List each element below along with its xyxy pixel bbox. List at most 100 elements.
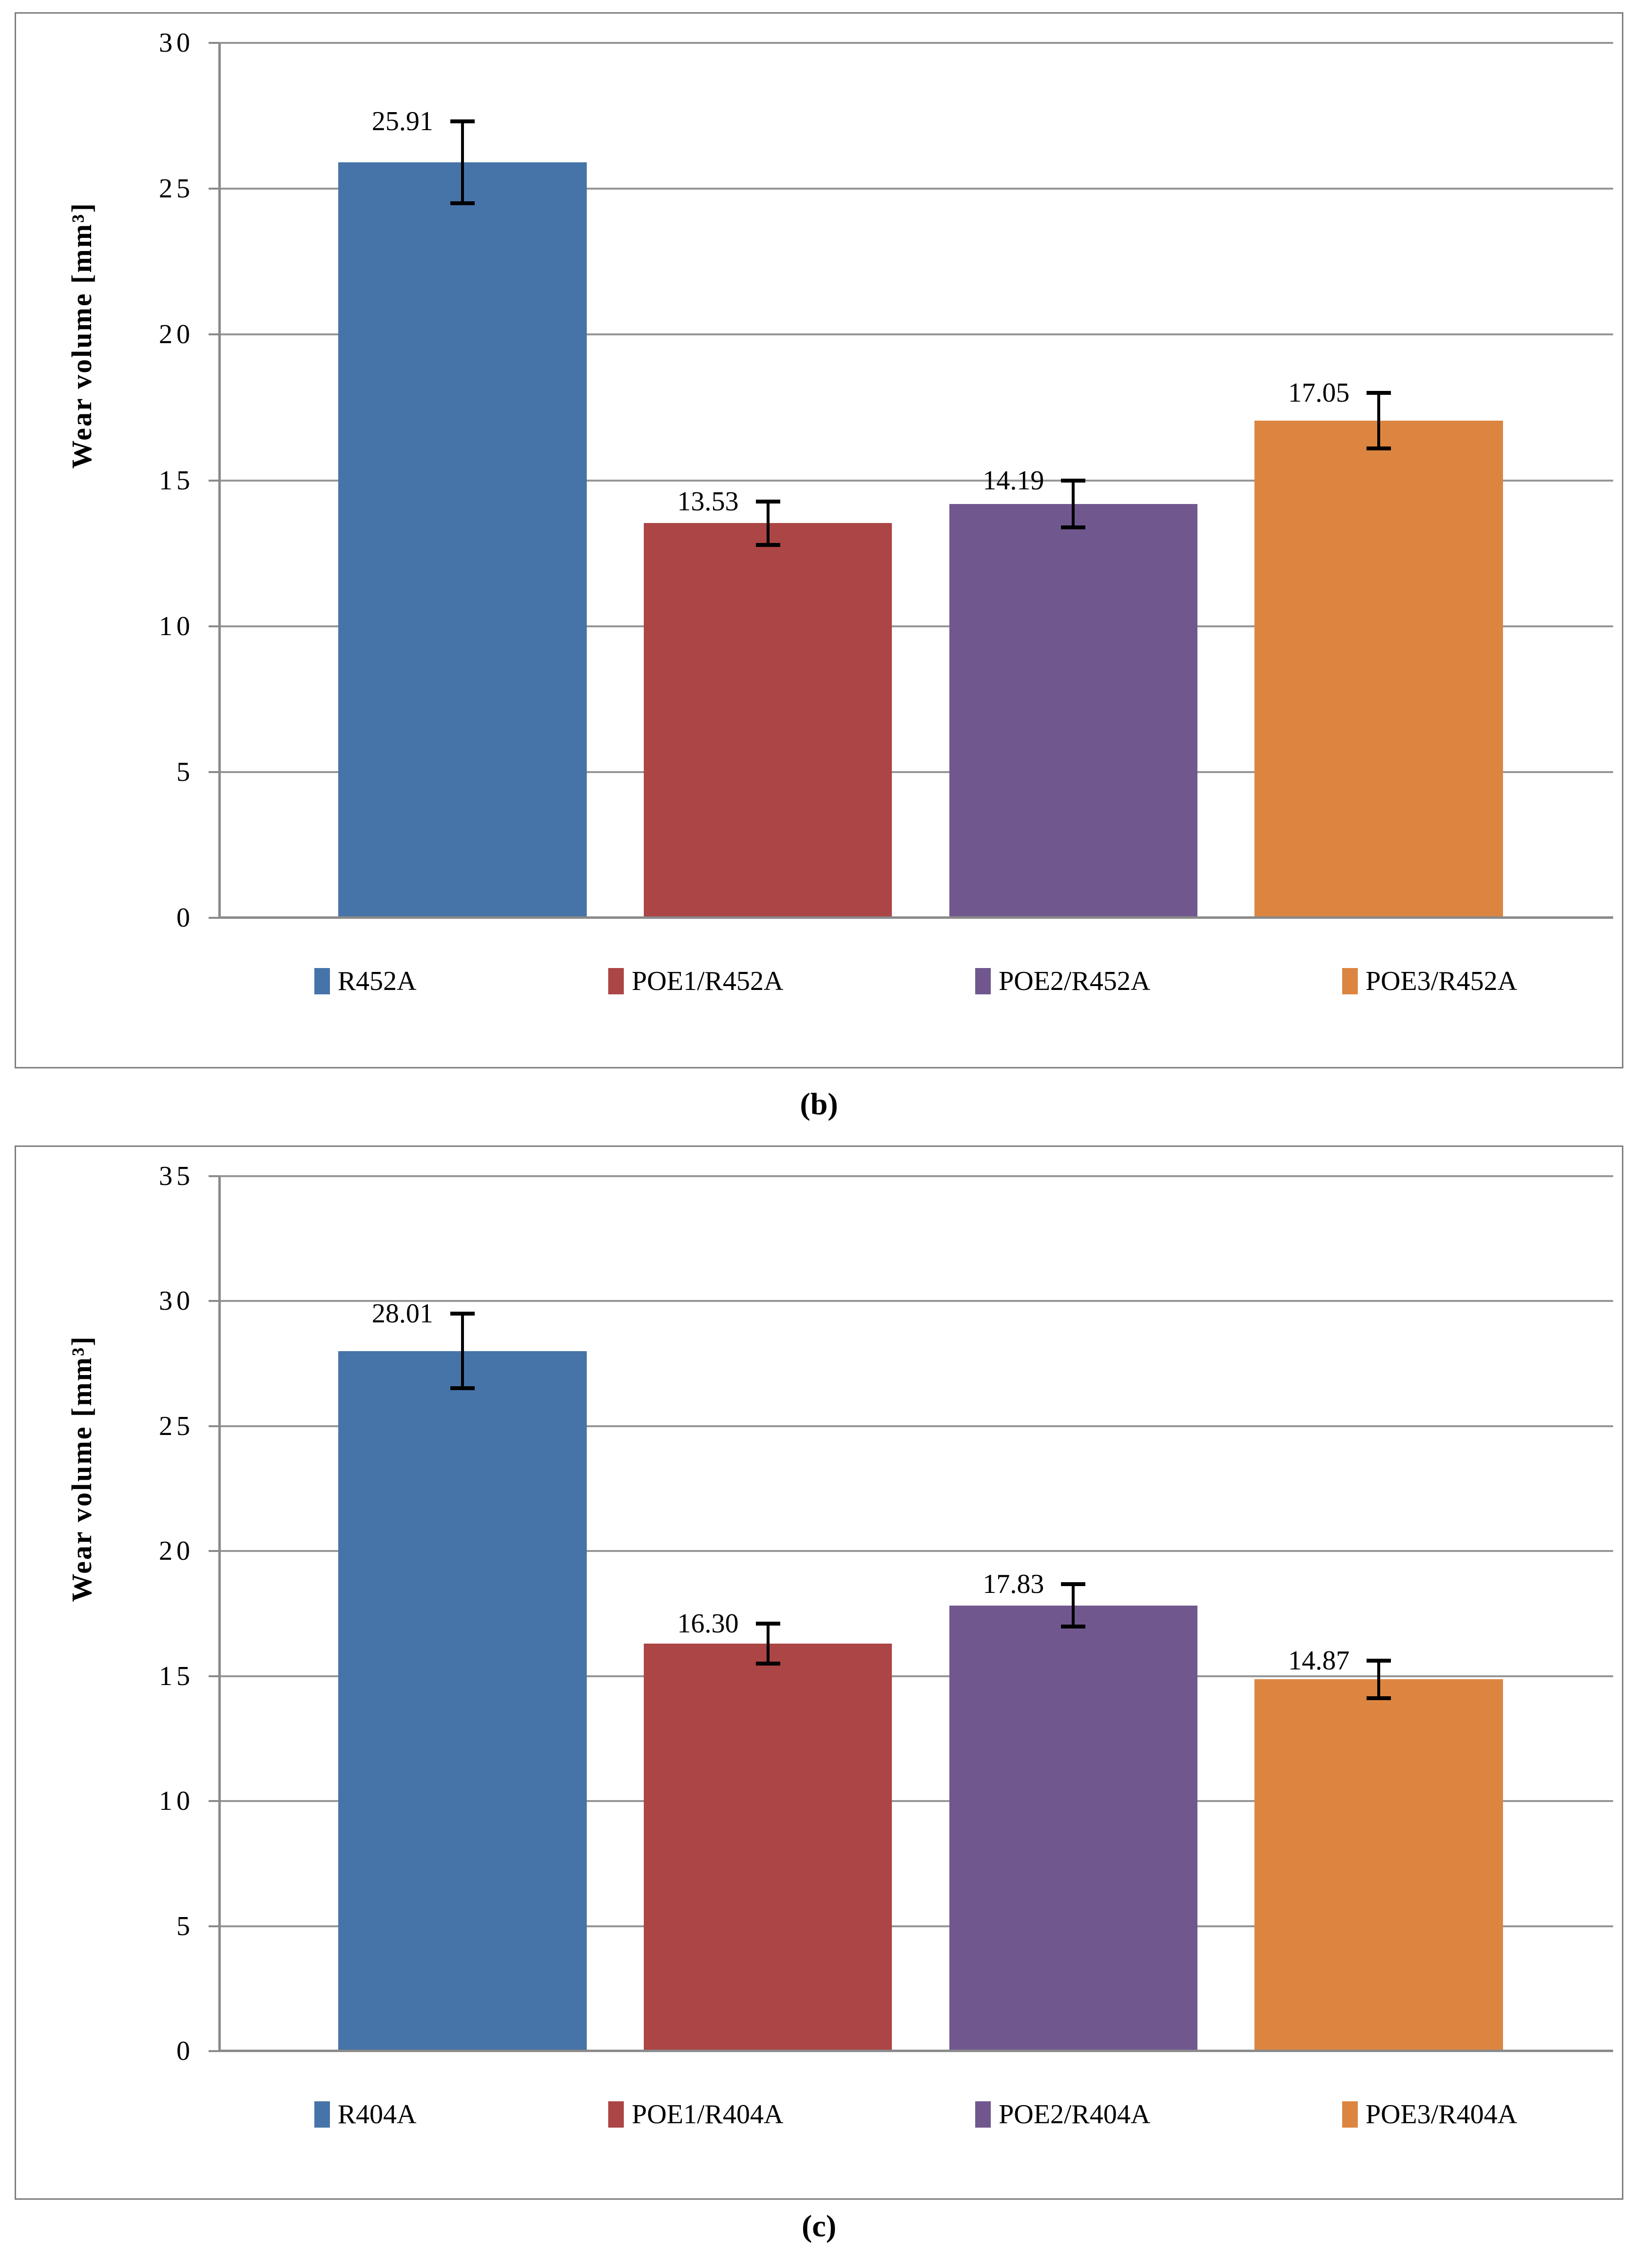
y-tick-label: 5 (176, 756, 194, 787)
y-tick-label: 25 (159, 1411, 194, 1441)
value-label: 14.87 (1288, 1645, 1350, 1676)
y-tick-mark (209, 42, 218, 44)
legend-swatch (608, 2101, 624, 2128)
error-bar-poe3-r404a (1377, 1660, 1381, 1698)
legend-label: POE1/R452A (632, 966, 784, 996)
legend-item-r452a: R452A (314, 968, 417, 995)
y-tick-label: 0 (176, 2036, 194, 2066)
legend-swatch (608, 968, 624, 994)
gridline (218, 1925, 1613, 1927)
legend-item-poe1-r452a: POE1/R452A (608, 968, 783, 995)
gridline (218, 771, 1613, 773)
legend: R404A POE1/R404A POE2/R404A POE3/R404A (218, 2088, 1613, 2141)
y-tick-label: 20 (159, 1536, 194, 1567)
y-tick-mark (209, 1175, 218, 1177)
gridline (218, 479, 1613, 482)
error-bar-poe1-r452a (766, 501, 770, 545)
y-tick-mark (209, 188, 218, 190)
legend-swatch (314, 968, 330, 994)
legend-item-poe2-r452a: POE2/R452A (975, 968, 1150, 995)
bar-r404a (338, 1351, 587, 2051)
y-tick-label: 30 (159, 28, 194, 58)
gridline (218, 1425, 1613, 1427)
y-tick-label: 35 (159, 1161, 194, 1191)
error-bar-poe3-r452a (1377, 393, 1381, 448)
legend-item-poe1-r404a: POE1/R404A (608, 2101, 783, 2128)
legend-item-r404a: R404A (314, 2101, 417, 2128)
gridline (218, 42, 1613, 44)
chart-panel-c: Wear volume [mm³] 0 5 10 15 20 25 30 35 28.01 16.… (15, 1145, 1623, 2200)
value-label: 14.19 (983, 465, 1044, 496)
gridline (218, 333, 1613, 336)
error-bar-poe2-r452a (1072, 481, 1075, 527)
chart-panel-b: Wear volume [mm³] 0 5 10 15 20 25 30 25.91 13.53… (15, 12, 1623, 1068)
error-bar-poe1-r404a (766, 1624, 770, 1664)
legend-swatch (314, 2101, 330, 2128)
bar-r452a (338, 162, 587, 918)
legend-label: R404A (337, 2099, 417, 2130)
gridline (218, 1300, 1613, 1302)
y-tick-mark (209, 2050, 218, 2052)
legend-swatch (975, 968, 991, 994)
y-axis-line (218, 43, 221, 918)
y-tick-mark (209, 1425, 218, 1427)
gridline (218, 1800, 1613, 1803)
value-label: 17.83 (983, 1569, 1044, 1599)
y-tick-mark (209, 479, 218, 482)
legend-label: POE3/R452A (1365, 966, 1518, 996)
y-axis-line (218, 1176, 221, 2051)
gridline (218, 1675, 1613, 1677)
bar-poe2-r452a (949, 504, 1198, 918)
value-label: 13.53 (677, 486, 739, 517)
y-tick-mark (209, 1300, 218, 1302)
y-tick-mark (209, 1675, 218, 1677)
y-tick-mark (209, 1550, 218, 1552)
x-axis-baseline (218, 916, 1613, 919)
legend-label: POE1/R404A (632, 2099, 784, 2130)
bar-poe3-r452a (1254, 420, 1503, 918)
legend-label: POE3/R404A (1365, 2099, 1518, 2130)
legend-item-poe3-r404a: POE3/R404A (1342, 2101, 1517, 2128)
gridline (218, 625, 1613, 627)
legend: R452A POE1/R452A POE2/R452A POE3/R452A (218, 954, 1613, 1008)
value-label: 25.91 (371, 106, 433, 136)
y-tick-label: 10 (159, 611, 194, 641)
legend-item-poe2-r404a: POE2/R404A (975, 2101, 1150, 2128)
bar-poe1-r404a (643, 1644, 892, 2051)
caption-b: (b) (800, 1086, 838, 1121)
y-tick-mark (209, 1800, 218, 1803)
y-tick-mark (209, 917, 218, 919)
legend-label: POE2/R404A (999, 2099, 1151, 2130)
y-tick-mark (209, 1925, 218, 1927)
gridline (218, 1550, 1613, 1552)
error-bar-poe2-r404a (1072, 1584, 1075, 1627)
error-bar-r452a (461, 121, 464, 203)
y-tick-label: 30 (159, 1286, 194, 1317)
legend-label: POE2/R452A (999, 966, 1151, 996)
value-label: 28.01 (371, 1298, 433, 1329)
bar-poe1-r452a (643, 523, 892, 918)
caption-c: (c) (801, 2209, 837, 2243)
error-bar-r404a (461, 1313, 464, 1389)
bar-poe2-r404a (949, 1605, 1198, 2051)
plot-area: 0 5 10 15 20 25 30 25.91 13.53 14.19 17.05 (159, 29, 1613, 931)
y-tick-label: 20 (159, 319, 194, 350)
gridline (218, 1175, 1613, 1177)
legend-swatch (1342, 968, 1358, 994)
y-tick-mark (209, 625, 218, 627)
y-tick-mark (209, 333, 218, 336)
y-tick-label: 25 (159, 174, 194, 204)
value-label: 17.05 (1288, 378, 1350, 408)
legend-swatch (975, 2101, 991, 2128)
y-tick-label: 15 (159, 1661, 194, 1691)
legend-label: R452A (337, 966, 417, 996)
value-label: 16.30 (677, 1609, 739, 1639)
y-tick-label: 5 (176, 1911, 194, 1941)
legend-swatch (1342, 2101, 1358, 2128)
gridline (218, 188, 1613, 190)
x-axis-baseline (218, 2050, 1613, 2052)
legend-item-poe3-r452a: POE3/R452A (1342, 968, 1517, 995)
y-tick-mark (209, 771, 218, 773)
y-tick-label: 10 (159, 1786, 194, 1817)
